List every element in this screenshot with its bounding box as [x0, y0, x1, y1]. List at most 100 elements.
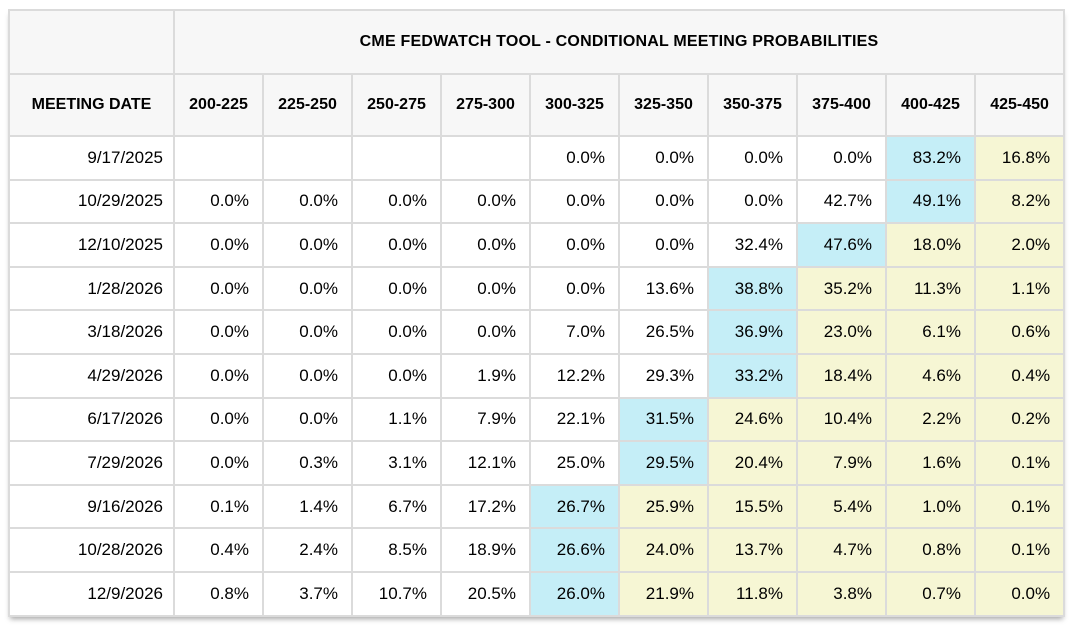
probability-cell: 5.4% [796, 483, 887, 530]
table-row: 9/16/2026 0.1% 1.4% 6.7% 17.2% 26.7% 25.9% 15.5… [8, 483, 1066, 530]
table-row: 12/10/2025 0.0% 0.0% 0.0% 0.0% 0.0% 0.0% 32.4% 4… [8, 222, 1066, 268]
probability-cell: 7.9% [796, 440, 887, 486]
table-row: 10/28/2026 0.4% 2.4% 8.5% 18.9% 26.6% 24.0% 13.… [8, 527, 1066, 573]
meeting-date-cell: 3/18/2026 [8, 309, 175, 355]
probability-cell: 0.0% [529, 178, 620, 225]
probability-cell: 6.7% [351, 483, 442, 530]
probability-cell [440, 135, 531, 181]
probability-cell: 8.2% [973, 178, 1066, 225]
probability-cell: 1.6% [885, 440, 976, 486]
probability-cell: 0.0% [707, 135, 798, 181]
table-row: 10/29/2025 0.0% 0.0% 0.0% 0.0% 0.0% 0.0% 0.0% 42… [8, 178, 1066, 225]
probability-cell: 24.6% [707, 396, 798, 443]
probability-cell: 11.8% [707, 570, 798, 617]
probability-cell: 0.0% [529, 222, 620, 268]
probability-cell: 0.0% [529, 135, 620, 181]
probability-cell: 0.4% [973, 352, 1066, 399]
rate-range-header: 375-400 [796, 73, 887, 137]
probability-cell: 20.4% [707, 440, 798, 486]
meeting-date-header: MEETING DATE [8, 73, 175, 137]
meeting-date-cell: 4/29/2026 [8, 352, 175, 399]
conditional-probabilities-table: CME FEDWATCH TOOL - CONDITIONAL MEETING … [8, 9, 1066, 617]
probability-cell: 16.8% [973, 135, 1066, 181]
table-row: 6/17/2026 0.0% 0.0% 1.1% 7.9% 22.1% 31.5% 24.6%… [8, 396, 1066, 443]
table-row: 7/29/2026 0.0% 0.3% 3.1% 12.1% 25.0% 29.5% 20.4… [8, 440, 1066, 486]
fedwatch-probability-sheet: CME FEDWATCH TOOL - CONDITIONAL MEETING … [8, 9, 1066, 617]
probability-cell: 13.6% [618, 265, 709, 312]
probability-cell: 26.0% [529, 570, 620, 617]
probability-cell: 0.1% [973, 440, 1066, 486]
probability-cell: 25.9% [618, 483, 709, 530]
probability-cell: 0.0% [440, 222, 531, 268]
probability-cell [351, 135, 442, 181]
meeting-date-cell: 9/16/2026 [8, 483, 175, 530]
probability-cell: 47.6% [796, 222, 887, 268]
probability-cell: 49.1% [885, 178, 976, 225]
probability-cell: 0.6% [973, 309, 1066, 355]
rate-range-header: 300-325 [529, 73, 620, 137]
probability-cell: 0.0% [173, 178, 264, 225]
probability-cell: 33.2% [707, 352, 798, 399]
table-row: 12/9/2026 0.8% 3.7% 10.7% 20.5% 26.0% 21.9% 11.… [8, 570, 1066, 617]
probability-cell: 6.1% [885, 309, 976, 355]
probability-cell: 10.7% [351, 570, 442, 617]
probability-cell: 0.0% [262, 178, 353, 225]
probability-cell: 0.0% [262, 352, 353, 399]
probability-cell: 1.4% [262, 483, 353, 530]
probability-cell: 0.0% [351, 265, 442, 312]
probability-cell: 0.0% [973, 570, 1066, 617]
probability-cell: 1.1% [351, 396, 442, 443]
probability-cell: 15.5% [707, 483, 798, 530]
probability-cell: 0.0% [618, 178, 709, 225]
probability-cell: 2.0% [973, 222, 1066, 268]
probability-cell: 35.2% [796, 265, 887, 312]
probability-cell: 0.0% [262, 309, 353, 355]
probability-cell: 42.7% [796, 178, 887, 225]
probability-cell: 2.2% [885, 396, 976, 443]
meeting-date-cell: 6/17/2026 [8, 396, 175, 443]
meeting-date-cell: 12/10/2025 [8, 222, 175, 268]
probability-cell: 8.5% [351, 527, 442, 573]
probability-cell: 0.0% [173, 265, 264, 312]
probability-cell: 18.9% [440, 527, 531, 573]
probability-cell: 0.7% [885, 570, 976, 617]
probability-cell: 4.7% [796, 527, 887, 573]
probability-cell: 0.0% [351, 352, 442, 399]
probability-cell: 26.6% [529, 527, 620, 573]
probability-cell: 1.1% [973, 265, 1066, 312]
probability-cell: 0.2% [973, 396, 1066, 443]
probability-cell: 3.1% [351, 440, 442, 486]
probability-cell: 0.0% [351, 178, 442, 225]
probability-cell [262, 135, 353, 181]
rate-range-header: 400-425 [885, 73, 976, 137]
probability-cell: 32.4% [707, 222, 798, 268]
probability-cell: 0.8% [885, 527, 976, 573]
probability-cell: 0.0% [351, 222, 442, 268]
probability-cell: 29.3% [618, 352, 709, 399]
probability-cell: 0.0% [173, 309, 264, 355]
meeting-date-cell: 10/28/2026 [8, 527, 175, 573]
probability-cell [173, 135, 264, 181]
probability-cell: 17.2% [440, 483, 531, 530]
probability-cell: 0.0% [173, 222, 264, 268]
probability-cell: 36.9% [707, 309, 798, 355]
corner-blank-cell [8, 9, 175, 75]
rate-range-header: 200-225 [173, 73, 264, 137]
probability-cell: 0.0% [173, 440, 264, 486]
probability-cell: 13.7% [707, 527, 798, 573]
rate-range-header: 225-250 [262, 73, 353, 137]
probability-cell: 0.0% [707, 178, 798, 225]
meeting-date-cell: 12/9/2026 [8, 570, 175, 617]
probability-cell: 0.1% [973, 483, 1066, 530]
table-row: 9/17/2025 0.0% 0.0% 0.0% 0.0% 83.2% 16.8% [8, 135, 1066, 181]
probability-cell: 2.4% [262, 527, 353, 573]
table-row: 1/28/2026 0.0% 0.0% 0.0% 0.0% 0.0% 13.6% 38.8% 3… [8, 265, 1066, 312]
probability-cell: 1.0% [885, 483, 976, 530]
rate-range-header: 275-300 [440, 73, 531, 137]
probability-cell: 26.5% [618, 309, 709, 355]
probability-cell: 7.0% [529, 309, 620, 355]
probability-cell: 0.1% [973, 527, 1066, 573]
probability-cell: 29.5% [618, 440, 709, 486]
probability-cell: 0.0% [440, 265, 531, 312]
probability-cell: 0.0% [173, 396, 264, 443]
